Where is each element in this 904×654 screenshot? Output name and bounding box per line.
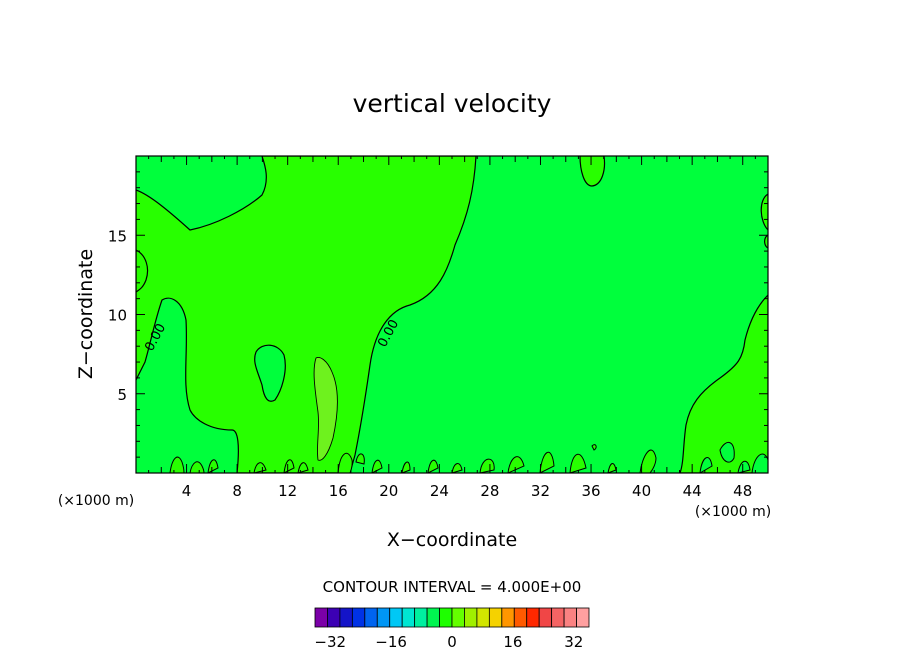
- colorbar-swatch: [389, 607, 403, 628]
- colorbar-tick-label: −32: [314, 633, 346, 651]
- colorbar-tick-label: −16: [375, 633, 407, 651]
- colorbar-swatch: [464, 607, 478, 628]
- colorbar-swatch: [476, 607, 490, 628]
- x-tick-label: 16: [329, 482, 348, 500]
- colorbar-swatch: [426, 607, 440, 628]
- colorbar-tick-label: 32: [564, 633, 583, 651]
- colorbar-swatch: [401, 607, 416, 628]
- x-tick-label: 12: [278, 482, 297, 500]
- positive-core: [313, 357, 338, 461]
- x-axis: 4 8 12 16 20 24 28 32 36 40 44 48: [148, 156, 756, 500]
- colorbar-swatch: [501, 607, 515, 628]
- y-axis-label: Z−coordinate: [75, 249, 97, 379]
- colorbar-swatch: [513, 607, 528, 628]
- colorbar-swatch: [376, 607, 391, 628]
- surface-contours: [169, 444, 657, 473]
- x-tick-label: 44: [683, 482, 702, 500]
- colorbar-swatch: [364, 607, 378, 628]
- colorbar-swatch: [576, 607, 590, 628]
- y-tick-label: 15: [108, 227, 127, 245]
- colorbar-swatch: [314, 607, 328, 628]
- colorbar-swatch: [488, 607, 503, 628]
- colorbar-swatch: [439, 607, 453, 628]
- colorbar-swatch: [451, 607, 465, 628]
- colorbar-swatch: [538, 607, 553, 628]
- x-tick-label: 24: [430, 482, 449, 500]
- colorbar-tick-labels: −32 −16 0 16 32: [314, 633, 583, 651]
- contour-interval-text: CONTOUR INTERVAL = 4.000E+00: [323, 578, 582, 596]
- colorbar-swatch: [526, 607, 540, 628]
- x-units-right: (×1000 m): [695, 504, 771, 520]
- x-tick-label: 48: [733, 482, 752, 500]
- y-tick-label: 10: [108, 307, 127, 325]
- x-tick-label: 36: [581, 482, 600, 500]
- colorbar-tick-label: 16: [503, 633, 522, 651]
- x-units-left: (×1000 m): [58, 493, 134, 509]
- y-tick-label: 5: [117, 386, 127, 404]
- colorbar: [314, 607, 590, 628]
- contour-field: [136, 156, 768, 473]
- x-tick-label: 32: [531, 482, 550, 500]
- positive-blob-top: [579, 156, 606, 187]
- colorbar-swatch: [351, 607, 366, 628]
- colorbar-swatch: [551, 607, 565, 628]
- x-tick-label: 28: [480, 482, 499, 500]
- chart-title: vertical velocity: [353, 89, 552, 118]
- positive-region-left: [136, 156, 477, 473]
- closed-contour-blob: [254, 344, 286, 402]
- colorbar-swatch: [414, 607, 428, 628]
- x-tick-label: 40: [632, 482, 651, 500]
- positive-region-right: [679, 294, 768, 473]
- x-tick-label: 4: [182, 482, 192, 500]
- colorbar-tick-label: 0: [447, 633, 457, 651]
- x-axis-label: X−coordinate: [387, 529, 517, 551]
- colorbar-swatch: [563, 607, 577, 628]
- x-tick-label: 20: [379, 482, 398, 500]
- x-tick-label: 8: [232, 482, 242, 500]
- positive-edge-left: [136, 249, 149, 293]
- y-axis: 5 10 15: [108, 171, 768, 458]
- colorbar-swatch: [327, 607, 341, 628]
- surface-contours-right: [699, 442, 768, 473]
- colorbar-swatch: [339, 607, 353, 628]
